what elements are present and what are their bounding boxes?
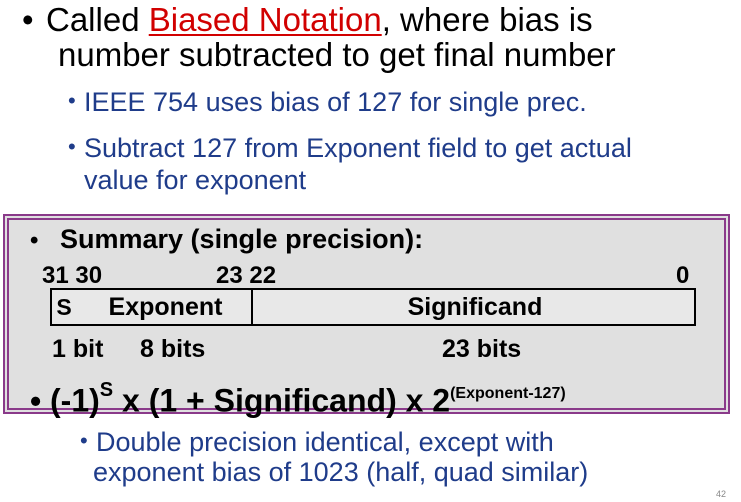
bullet1-prefix: Called xyxy=(46,1,149,38)
sign-field: S xyxy=(50,288,78,326)
formula-part2: x (1 + Significand) x 2 xyxy=(113,382,451,419)
formula-sign-superscript: S xyxy=(99,379,114,401)
value-formula: • (-1)S x (1 + Significand) x 2(Exponent-… xyxy=(30,375,566,427)
sub-bullet-double-precision: • Double precision identical, except with xyxy=(80,426,554,460)
exponent-field-label: Exponent xyxy=(108,293,223,321)
formula-exponent-superscript: (Exponent-127) xyxy=(450,384,566,402)
bit-position-31-30: 31 30 xyxy=(42,263,102,289)
sub-bullet-subtract-line2: value for exponent xyxy=(84,165,307,195)
exponent-width-label: 8 bits xyxy=(140,335,206,363)
bit-30: 30 xyxy=(75,262,103,289)
exponent-field-divider xyxy=(251,290,253,324)
bullet1-line2: number subtracted to get final number xyxy=(58,36,616,73)
sub-bullet-subtract: • Subtract 127 from Exponent field to get… xyxy=(68,132,632,166)
biased-notation-term: Biased Notation xyxy=(148,1,382,38)
bullet1-suffix: , where bias is xyxy=(381,1,593,38)
bullet-biased-notation: • Called Biased Notation, where bias is xyxy=(22,2,593,37)
sub-bullet-ieee-bias: • IEEE 754 uses bias of 127 for single pr… xyxy=(68,86,587,120)
bullet-dot: • xyxy=(30,227,39,254)
bit-23: 23 xyxy=(216,262,243,289)
bullet-dot: • xyxy=(30,382,42,419)
bit-position-0: 0 xyxy=(676,262,690,289)
bit-position-23-22: 23 22 xyxy=(216,263,276,289)
exponent-field: Exponent xyxy=(76,288,258,326)
sub-bullet-text: Subtract 127 from Exponent field to get … xyxy=(84,133,632,163)
bit-22: 22 xyxy=(249,262,277,289)
summary-title-text: Summary (single precision): xyxy=(60,224,424,254)
sign-width-label: 1 bit xyxy=(52,335,104,363)
significand-width-label: 23 bits xyxy=(442,335,522,363)
sub-bullet-double-precision-line2: exponent bias of 1023 (half, quad simila… xyxy=(93,457,589,487)
sub-bullet-text: Double precision identical, except with xyxy=(96,427,554,457)
sub-bullet-dot: • xyxy=(80,428,88,453)
bullet-dot: • xyxy=(22,1,34,38)
significand-field: Significand xyxy=(256,288,696,326)
sub-bullet-text: IEEE 754 uses bias of 127 for single pre… xyxy=(84,87,587,117)
bit-31: 31 xyxy=(42,262,69,289)
page-number: 42 xyxy=(716,489,727,499)
formula-part1: (-1) xyxy=(50,382,100,419)
sub-bullet-dot: • xyxy=(68,134,76,159)
sub-bullet-dot: • xyxy=(68,88,76,113)
summary-title: • Summary (single precision): xyxy=(30,223,423,257)
